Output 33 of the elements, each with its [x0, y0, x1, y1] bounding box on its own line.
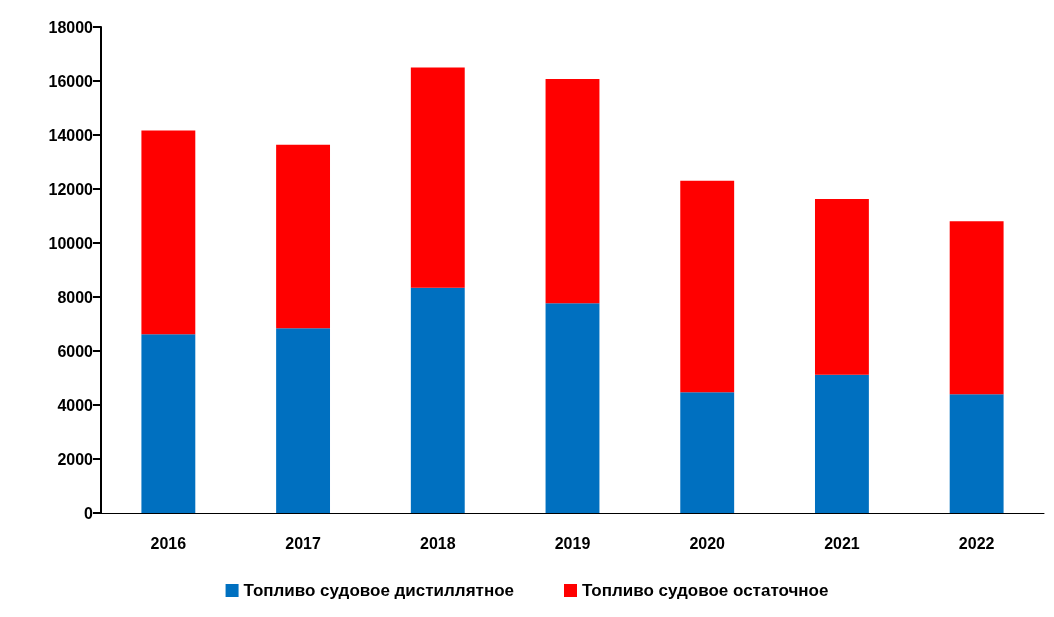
y-tick-label: 6000 [57, 342, 94, 360]
x-tick-label: 2017 [285, 534, 321, 552]
x-tick-label: 2021 [824, 534, 860, 552]
y-tick-label: 18000 [48, 18, 94, 36]
x-tick-label: 2016 [150, 534, 187, 552]
y-tick-label: 14000 [48, 126, 94, 144]
y-tick-label: 8000 [57, 288, 94, 306]
bar [545, 303, 600, 513]
bar [141, 334, 196, 513]
legend-label: Топливо судовое дистиллятное [243, 581, 515, 600]
bar [410, 287, 465, 513]
y-tick-label: 16000 [48, 72, 94, 90]
y-tick-label: 2000 [57, 450, 94, 468]
x-tick-label: 2019 [554, 534, 591, 552]
bar [949, 221, 1004, 395]
y-tick-label: 4000 [57, 396, 94, 414]
x-tick-label: 2020 [689, 534, 726, 552]
bar [276, 144, 331, 329]
y-tick-label: 12000 [48, 180, 94, 198]
bar [814, 374, 869, 513]
bar [410, 67, 465, 288]
bar [276, 328, 331, 513]
bar [814, 198, 869, 375]
x-tick-label: 2022 [958, 534, 995, 552]
legend-label: Топливо судовое остаточное [581, 581, 829, 600]
bar [141, 130, 196, 335]
y-tick-label: 0 [84, 504, 94, 522]
y-tick-label: 10000 [48, 234, 94, 252]
bar [680, 392, 735, 513]
bar [680, 180, 735, 393]
bar [545, 79, 600, 304]
bar [949, 394, 1004, 513]
x-tick-label: 2018 [419, 534, 456, 552]
